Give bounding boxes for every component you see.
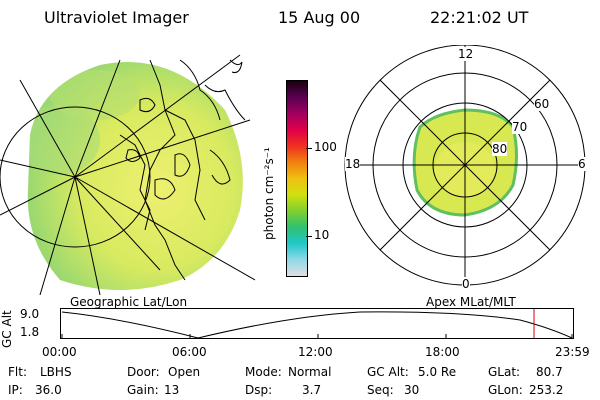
ip-value: 36.0	[35, 383, 62, 397]
altitude-curve	[61, 311, 573, 339]
xtick-1200: 12:00	[298, 345, 333, 359]
apex-label: Apex MLat/MLT	[426, 295, 516, 309]
latlon-grid	[0, 54, 256, 295]
xtick-0000: 00:00	[42, 345, 77, 359]
timeline-axis-label: GC Alt	[0, 310, 14, 348]
colorbar	[286, 80, 308, 277]
gcalt-value: 5.0 Re	[418, 365, 457, 379]
glat-label: GLat:	[488, 365, 521, 379]
ip-label: IP:	[8, 383, 23, 397]
xtick-1800: 18:00	[425, 345, 460, 359]
dsp-value: 3.7	[302, 383, 322, 397]
glat-value: 80.7	[536, 365, 563, 379]
mlt-12-label: 12	[458, 47, 474, 61]
mlt-18-label: 18	[345, 157, 361, 171]
colorbar-gradient	[287, 81, 307, 276]
header-date: 15 Aug 00	[278, 8, 361, 27]
header-time: 22:21:02 UT	[430, 8, 529, 27]
colorbar-label-10: 10	[314, 228, 330, 242]
gcalt-label: GC Alt:	[367, 365, 409, 379]
glon-value: 253.2	[529, 383, 564, 397]
mode-value: Normal	[288, 365, 332, 379]
polar-grid	[344, 45, 586, 286]
mode-label: Mode:	[245, 365, 282, 379]
coastline-outlines	[119, 59, 246, 281]
ring-80-label: 80	[492, 142, 508, 156]
timeline-frame	[60, 308, 574, 339]
colorbar-label-100: 100	[314, 140, 337, 154]
ring-70-label: 70	[512, 120, 528, 134]
timeline-ytick-top: 9.0	[20, 307, 40, 321]
door-value: Open	[168, 365, 201, 379]
timeline-plot	[60, 308, 574, 339]
dsp-label: Dsp:	[245, 383, 273, 397]
geographic-image	[0, 54, 256, 295]
app-title: Ultraviolet Imager	[44, 8, 189, 27]
flt-label: Flt:	[8, 365, 27, 379]
colorbar-unit-label: photon cm⁻²s⁻¹	[262, 147, 276, 240]
seq-value: 30	[404, 383, 420, 397]
xtick-0600: 06:00	[172, 345, 207, 359]
door-label: Door:	[127, 365, 160, 379]
ring-60-label: 60	[534, 97, 550, 111]
timeline-ytick-bottom: 1.8	[20, 325, 40, 339]
timeline-ticks	[61, 334, 573, 338]
gain-value: 13	[164, 383, 180, 397]
mlt-0-label: 0	[462, 277, 470, 291]
xtick-2359: 23:59	[555, 345, 590, 359]
flt-value: LBHS	[40, 365, 72, 379]
polar-plot	[344, 45, 586, 286]
mlt-6-label: 6	[578, 157, 586, 171]
glon-label: GLon:	[488, 383, 523, 397]
colorbar-tick-100	[306, 148, 312, 149]
gain-label: Gain:	[127, 383, 159, 397]
seq-label: Seq:	[367, 383, 394, 397]
geographic-label: Geographic Lat/Lon	[70, 295, 188, 309]
colorbar-tick-10	[306, 236, 312, 237]
